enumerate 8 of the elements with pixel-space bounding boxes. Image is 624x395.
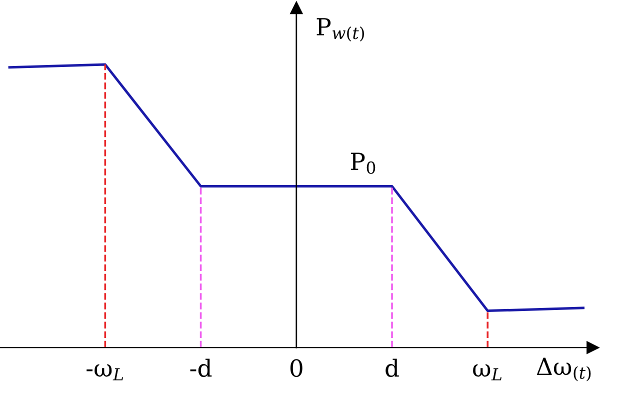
annotation: P$_{0}$ xyxy=(350,152,376,174)
x-tick-label: d xyxy=(386,358,399,377)
x-tick-label: -d xyxy=(190,358,212,377)
x-tick-label: 0 xyxy=(290,359,302,377)
x-tick-label: -ω$_{L}$ xyxy=(86,364,124,380)
x-axis-title: Δω$_{(t)}$ xyxy=(536,358,591,382)
x-tick-label: ω$_{L}$ xyxy=(473,364,502,380)
y-axis-title: P$_{w(t)}$ xyxy=(316,18,364,42)
